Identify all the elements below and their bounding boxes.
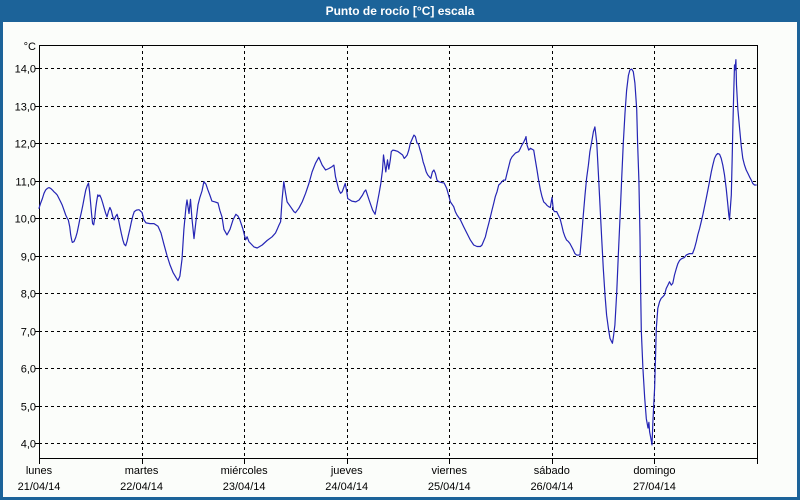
x-axis-date-label: 25/04/14	[428, 481, 471, 493]
window-title: Punto de rocío [°C] escala	[325, 4, 475, 18]
x-axis-date-label: 21/04/14	[18, 481, 61, 493]
y-axis-tick-label: 8,0	[21, 289, 36, 301]
y-axis-tick-label: 4,0	[21, 439, 36, 451]
x-axis-day-label: domingo	[633, 465, 675, 477]
x-axis-date-label: 22/04/14	[120, 481, 163, 493]
plot-box	[39, 45, 758, 459]
y-axis-tick-label: 5,0	[21, 402, 36, 414]
x-axis-day-label: lunes	[26, 465, 53, 477]
y-axis-tick-label: 12,0	[15, 139, 36, 151]
y-axis-tick-label: 10,0	[15, 214, 36, 226]
y-axis-tick-label: 11,0	[15, 177, 36, 189]
x-axis-day-label: viernes	[432, 465, 468, 477]
x-axis-day-label: jueves	[330, 465, 363, 477]
x-axis-date-label: 23/04/14	[223, 481, 266, 493]
dewpoint-line	[38, 59, 757, 446]
x-axis-date-label: 24/04/14	[325, 481, 368, 493]
x-axis-day-label: martes	[125, 465, 159, 477]
x-axis-day-label: sábado	[534, 465, 570, 477]
y-axis-tick-label: 6,0	[21, 364, 36, 376]
x-axis-date-label: 27/04/14	[633, 481, 676, 493]
x-axis-date-label: 26/04/14	[530, 481, 573, 493]
y-axis-tick-label: 9,0	[21, 252, 36, 264]
y-axis-tick-label: 14,0	[15, 64, 36, 76]
y-axis-tick-label: 13,0	[15, 102, 36, 114]
title-bar[interactable]: Punto de rocío [°C] escala	[0, 0, 800, 22]
x-axis-day-label: miércoles	[221, 465, 269, 477]
y-axis-tick-label: 7,0	[21, 327, 36, 339]
y-axis-unit-label: °C	[24, 41, 36, 53]
